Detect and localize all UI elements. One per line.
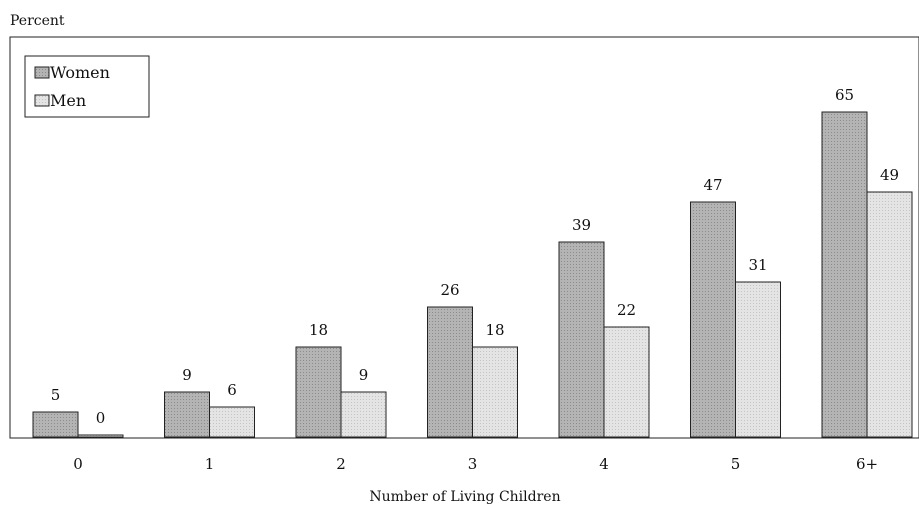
- bar-men-1: [209, 406, 255, 438]
- bar-women-6+: [821, 111, 868, 438]
- legend-swatch-men: [34, 94, 50, 107]
- x-tick-label-0: 0: [73, 455, 83, 473]
- bar-men-2: [340, 391, 387, 438]
- x-tick-label-6+: 6+: [856, 455, 878, 473]
- bar-women-5: [690, 201, 736, 438]
- x-tick-label-1: 1: [205, 455, 215, 473]
- bar-women-0: [32, 411, 79, 438]
- bar-women-4: [558, 241, 605, 438]
- legend-label-women: Women: [50, 63, 110, 82]
- legend-swatch-women: [34, 66, 50, 79]
- bar-men-0: [77, 434, 124, 438]
- y-axis-label: Percent: [10, 13, 65, 29]
- value-label-men-4: 22: [617, 301, 636, 319]
- value-label-women-1: 9: [182, 366, 192, 384]
- bar-men-5: [735, 281, 781, 438]
- bar-women-1: [164, 391, 210, 438]
- x-tick-label-3: 3: [468, 455, 478, 473]
- legend-label-men: Men: [50, 91, 86, 110]
- legend: Women Men: [24, 55, 150, 118]
- value-label-women-6+: 65: [835, 86, 854, 104]
- value-label-women-2: 18: [309, 321, 328, 339]
- value-labels-group: 5 0 9 6 18 9 26 18 39 22 47 31 65 49: [51, 86, 899, 427]
- value-label-women-0: 5: [51, 386, 61, 404]
- x-tick-label-4: 4: [599, 455, 609, 473]
- value-label-men-0: 0: [96, 409, 106, 427]
- x-ticks-group: 0 1 2 3 4 5 6+: [73, 455, 878, 473]
- value-label-men-3: 18: [485, 321, 504, 339]
- value-label-men-1: 6: [227, 381, 237, 399]
- plot-frame: [9, 36, 919, 439]
- bar-women-2: [295, 346, 342, 438]
- value-label-men-2: 9: [359, 366, 369, 384]
- x-tick-label-2: 2: [336, 455, 346, 473]
- value-label-men-6+: 49: [880, 166, 899, 184]
- x-axis-label: Number of Living Children: [369, 489, 560, 505]
- bar-women-3: [427, 306, 473, 438]
- value-label-women-5: 47: [703, 176, 722, 194]
- bars-group: [32, 111, 913, 438]
- bar-men-3: [472, 346, 518, 438]
- bar-men-6+: [866, 191, 913, 438]
- value-label-men-5: 31: [748, 256, 767, 274]
- bar-men-4: [603, 326, 650, 438]
- legend-box: [24, 55, 150, 118]
- value-label-women-3: 26: [440, 281, 459, 299]
- x-tick-label-5: 5: [731, 455, 741, 473]
- value-label-women-4: 39: [572, 216, 591, 234]
